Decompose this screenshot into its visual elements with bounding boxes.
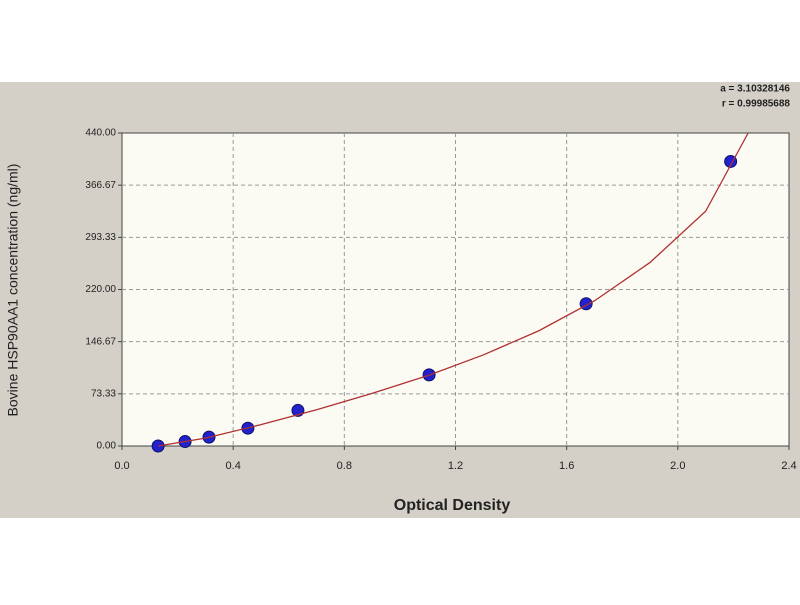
x-tick-label: 1.2 [448,460,463,472]
y-tick-label: 146.67 [85,336,116,347]
y-axis-label: Bovine HSP90AA1 concentration (ng/ml) [5,164,21,417]
y-tick-label: 366.67 [85,180,116,191]
y-tick-label: 440.00 [85,128,116,139]
y-tick-label: 0.00 [97,441,117,452]
x-tick-label: 0.4 [226,460,241,472]
x-tick-label: 2.4 [781,460,796,472]
annotation: r = 0.99985688 [722,99,791,110]
x-tick-label: 0.8 [337,460,352,472]
y-tick-label: 220.00 [85,284,116,295]
annotation: a = 3.10328146 [720,84,790,95]
x-tick-label: 0.0 [114,460,129,472]
fit-curve [158,132,749,447]
x-tick-label: 1.6 [559,460,574,472]
y-tick-label: 73.33 [91,388,116,399]
x-tick-label: 2.0 [670,460,685,472]
y-tick-label: 293.33 [85,232,116,243]
x-axis-label: Optical Density [394,497,511,514]
